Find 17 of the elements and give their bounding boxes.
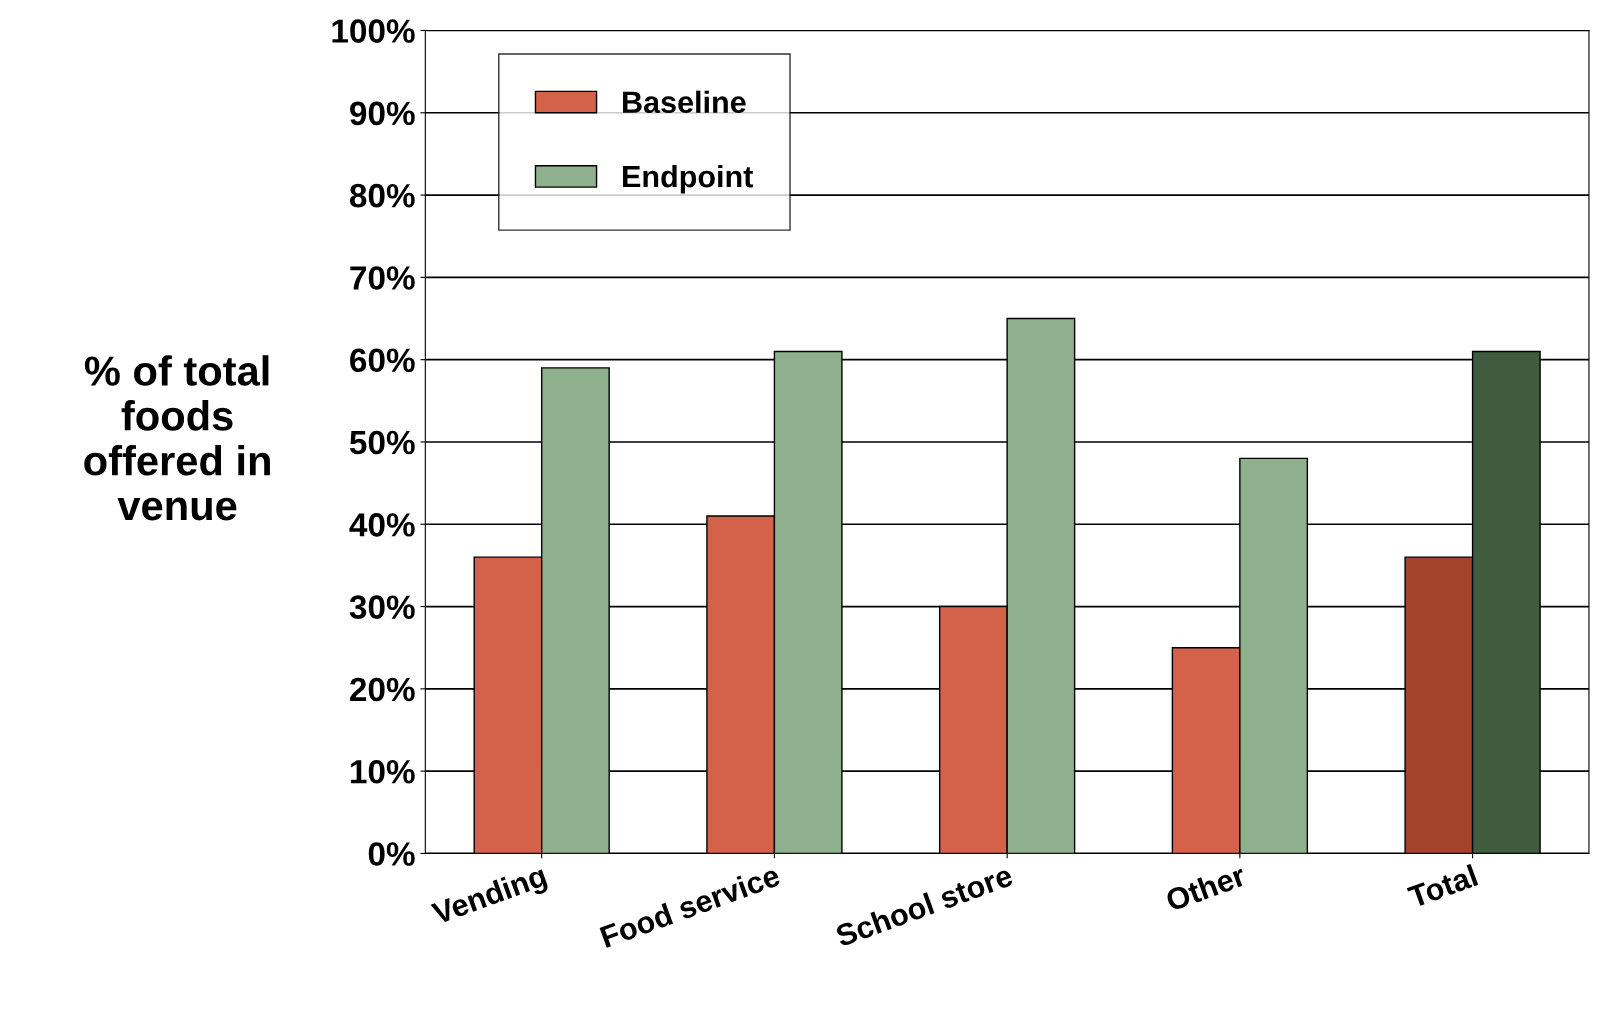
x-tick-label: Food service (599, 863, 782, 949)
y-tick-label: 10% (350, 759, 415, 784)
y-tick-label: 60% (350, 348, 415, 373)
y-tick-label: 0% (368, 842, 415, 866)
y-tick-label: 70% (350, 266, 415, 290)
y-tick-label: 50% (349, 430, 415, 455)
legend-label: Endpoint (623, 164, 753, 194)
y-tick-label: 90% (350, 101, 415, 126)
x-tick-label: Total (1406, 863, 1479, 909)
y-tick-label: 100% (332, 19, 415, 43)
legend-label: Baseline (623, 90, 746, 114)
y-tick-label: 30% (349, 595, 415, 620)
y-tick-label: 20% (350, 677, 415, 702)
x-tick-label: Other (1164, 863, 1248, 912)
y-axis-title: % of total foods offered in venue (84, 355, 270, 521)
y-tick-label: 40% (349, 513, 415, 537)
y-tick-label: 80% (349, 183, 415, 208)
